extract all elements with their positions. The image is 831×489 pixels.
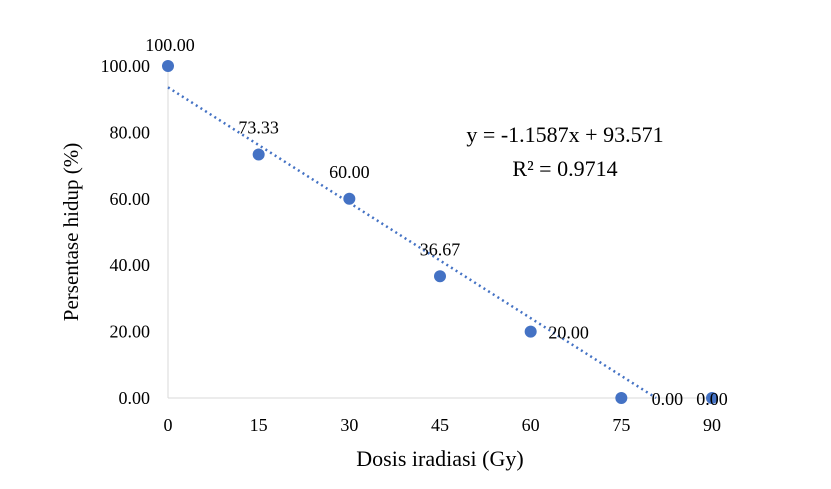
y-tick-label: 80.00: [110, 122, 151, 142]
y-axis-title: Persentase hidup (%): [59, 143, 83, 321]
data-label: 100.00: [145, 35, 195, 55]
y-tick-label: 60.00: [110, 189, 151, 209]
y-tick-label: 0.00: [119, 388, 151, 408]
data-point: [252, 148, 265, 161]
data-point: [615, 392, 628, 404]
x-tick-label: 75: [612, 415, 630, 435]
x-axis-title: Dosis iradiasi (Gy): [356, 446, 523, 471]
points-layer: [162, 60, 718, 404]
trendline-equation: y = -1.1587x + 93.571: [466, 122, 663, 147]
x-tick-label: 45: [431, 415, 449, 435]
x-tick-label: 0: [164, 415, 173, 435]
trendline-r-squared: R² = 0.9714: [512, 156, 617, 181]
data-point: [524, 325, 537, 338]
data-point: [434, 270, 446, 283]
data-point: [162, 60, 174, 72]
x-tick-label: 30: [340, 415, 358, 435]
data-label: 20.00: [548, 323, 589, 343]
y-tick-label: 20.00: [110, 322, 151, 342]
data-label: 36.67: [420, 239, 461, 259]
data-point: [706, 392, 718, 404]
x-tick-label: 15: [250, 415, 268, 435]
data-label: 0.00: [652, 389, 684, 409]
data-label: 0.00: [696, 389, 728, 409]
x-tick-label: 60: [522, 415, 540, 435]
data-label: 73.33: [238, 118, 279, 138]
x-tick-label: 90: [703, 415, 721, 435]
data-labels-layer: 100.00 73.33 60.00 36.67 20.00 0.00 0.00: [145, 35, 728, 409]
y-tick-label: 40.00: [110, 255, 151, 275]
data-point: [343, 192, 356, 205]
y-tick-label: 100.00: [101, 56, 151, 76]
data-label: 60.00: [329, 162, 370, 182]
axes: 0 15 30 45 60 75 90 0.00 20.00 40.00 60.00 80.00 100…: [101, 56, 722, 435]
